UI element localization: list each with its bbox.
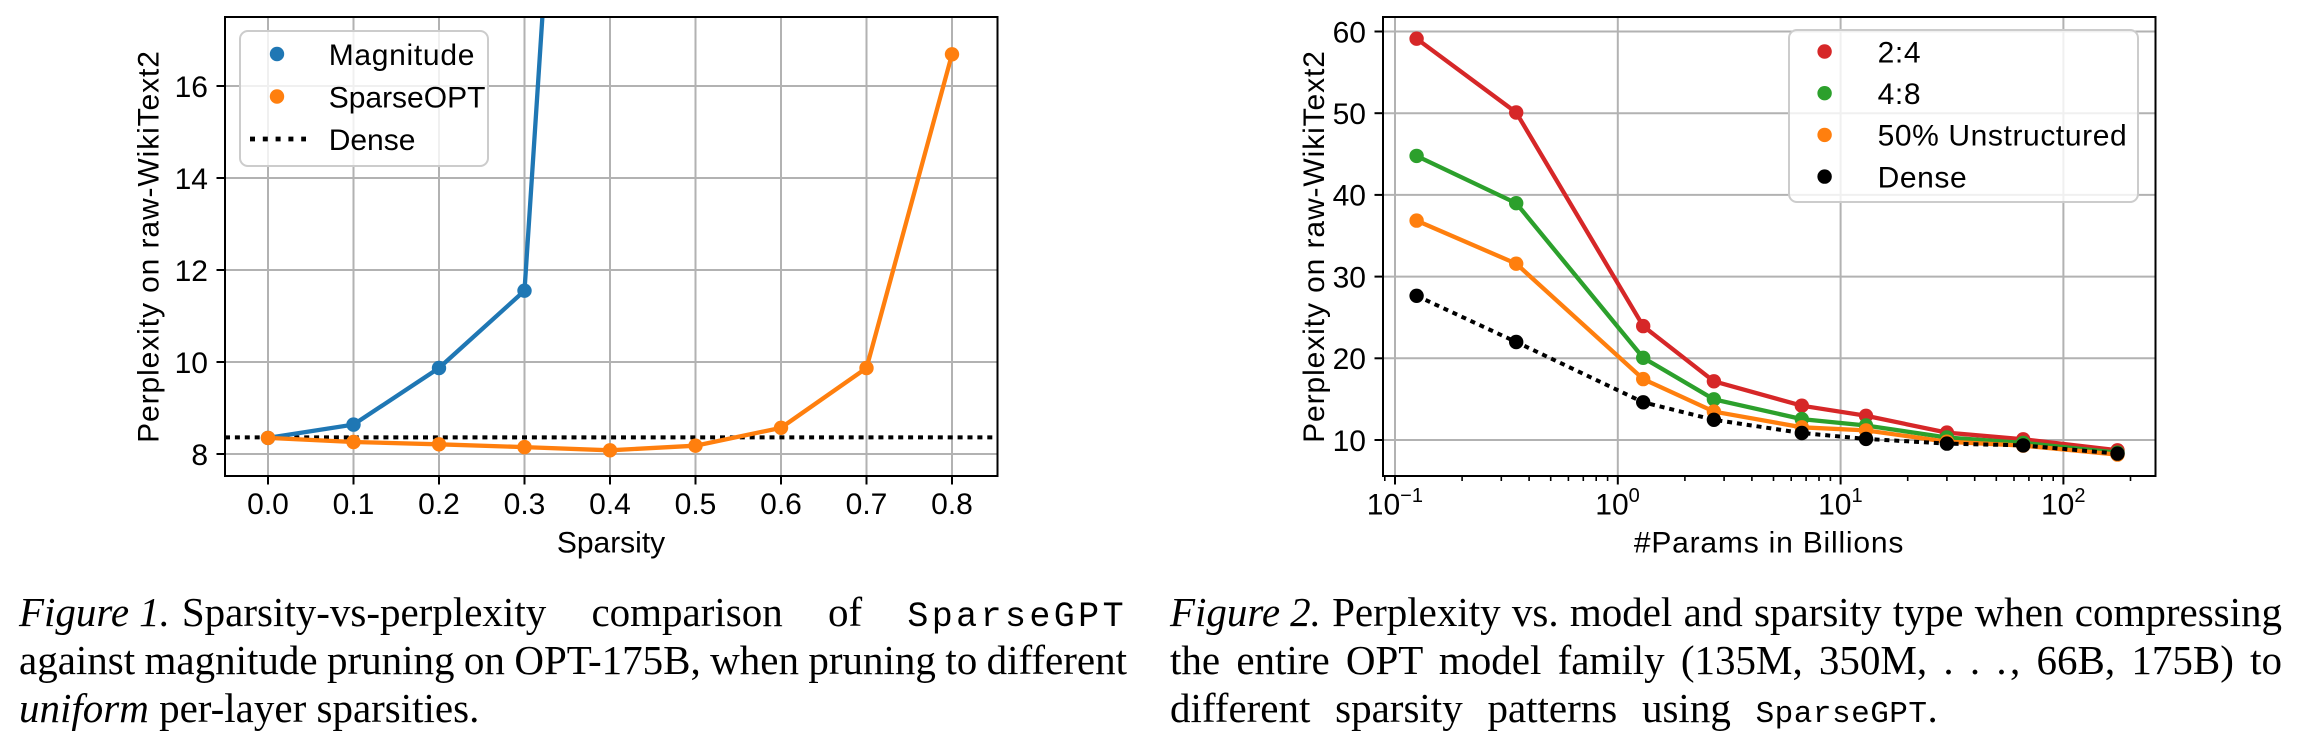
svg-text:40: 40: [1333, 180, 1366, 213]
svg-text:4:8: 4:8: [1878, 78, 1922, 111]
svg-text:0.6: 0.6: [760, 488, 802, 521]
svg-text:2:4: 2:4: [1878, 36, 1922, 69]
svg-text:Sparsity: Sparsity: [557, 527, 665, 560]
svg-text:10: 10: [175, 347, 208, 380]
svg-text:60: 60: [1333, 16, 1366, 49]
svg-text:0.1: 0.1: [333, 488, 375, 521]
svg-text:12: 12: [175, 255, 208, 288]
svg-text:10: 10: [1333, 425, 1366, 458]
svg-text:14: 14: [175, 163, 208, 196]
svg-text:0.3: 0.3: [504, 488, 546, 521]
svg-text:30: 30: [1333, 261, 1366, 294]
svg-text:Perplexity on raw-WikiText2: Perplexity on raw-WikiText2: [1298, 50, 1331, 443]
svg-text:8: 8: [191, 439, 208, 472]
svg-text:0.5: 0.5: [675, 488, 717, 521]
svg-text:0.2: 0.2: [418, 488, 460, 521]
svg-text:SparseOPT: SparseOPT: [329, 81, 486, 114]
svg-text:#Params in Billions: #Params in Billions: [1634, 527, 1904, 560]
svg-text:50: 50: [1333, 98, 1366, 131]
svg-text:0.4: 0.4: [589, 488, 631, 521]
svg-text:Dense: Dense: [329, 124, 416, 157]
svg-text:0.7: 0.7: [846, 488, 888, 521]
svg-text:0.8: 0.8: [931, 488, 973, 521]
svg-text:16: 16: [175, 71, 208, 104]
svg-text:20: 20: [1333, 343, 1366, 376]
svg-text:Magnitude: Magnitude: [329, 39, 475, 72]
svg-text:Dense: Dense: [1878, 161, 1968, 194]
svg-text:Perplexity on raw-WikiText2: Perplexity on raw-WikiText2: [132, 50, 165, 443]
svg-text:0.0: 0.0: [247, 488, 289, 521]
svg-text:50% Unstructured: 50% Unstructured: [1878, 120, 2128, 153]
